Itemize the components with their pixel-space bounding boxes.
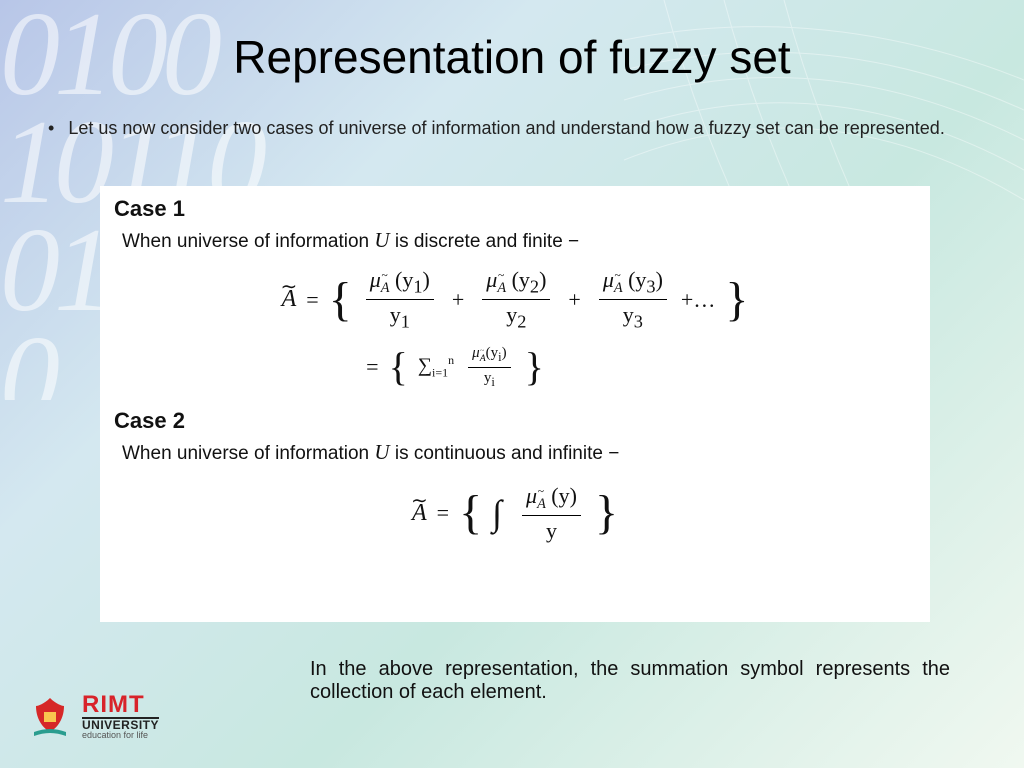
open-brace-2: {: [389, 351, 408, 383]
case1-desc-suffix: is discrete and finite −: [390, 231, 580, 252]
equals-sign: =: [306, 287, 318, 313]
equals-sign-2: =: [366, 354, 378, 380]
plus-2: +: [568, 287, 580, 313]
case2-desc-suffix: is continuous and infinite −: [390, 443, 620, 464]
fuzzy-set-a-tilde: ∼A: [282, 286, 297, 313]
case2-description: When universe of information U is contin…: [122, 440, 916, 465]
term-1: μ~A (y1) y1: [366, 267, 434, 333]
open-brace: {: [329, 281, 352, 319]
open-brace-3: {: [459, 494, 482, 532]
term-2: μ~A (y2) y2: [482, 267, 550, 333]
logo-text: RIMT UNIVERSITY education for life: [82, 693, 159, 740]
logo-subtitle: UNIVERSITY: [82, 717, 159, 731]
equals-sign-3: =: [437, 500, 449, 526]
logo-tagline: education for life: [82, 731, 159, 740]
case1-formula-line1: ∼A = { μ~A (y1) y1 + μ~A (y2) y2 + μ~A (…: [114, 267, 916, 333]
fuzzy-set-a-tilde-2: ∼A: [412, 500, 427, 527]
close-brace: }: [725, 281, 748, 319]
integral-symbol: ∫: [492, 492, 502, 534]
case2-formula: ∼A = { ∫ μ~A (y) y }: [114, 483, 916, 544]
case1-formula-line2: = { ∑i=1n μ~A(yi) yi }: [0, 345, 916, 390]
summation-symbol: ∑i=1n: [418, 353, 454, 381]
case2-variable-u: U: [374, 440, 389, 464]
plus-1: +: [452, 287, 464, 313]
close-brace-2: }: [525, 351, 544, 383]
term-3: μ~A (y3) y3: [599, 267, 667, 333]
integral-fraction: μ~A (y) y: [522, 483, 581, 544]
case1-desc-prefix: When universe of information: [122, 231, 374, 252]
case1-heading: Case 1: [114, 196, 916, 222]
footer-note: In the above representation, the summati…: [310, 658, 950, 704]
university-logo: RIMT UNIVERSITY education for life: [26, 692, 159, 740]
content-box: Case 1 When universe of information U is…: [100, 186, 930, 622]
logo-emblem: [26, 692, 74, 740]
logo-name: RIMT: [82, 693, 159, 717]
trailing-dots: +…: [681, 287, 715, 313]
case2-desc-prefix: When universe of information: [122, 443, 374, 464]
intro-bullet: Let us now consider two cases of univers…: [48, 118, 984, 139]
case1-variable-u: U: [374, 228, 389, 252]
sum-fraction: μ~A(yi) yi: [468, 345, 510, 390]
slide-title: Representation of fuzzy set: [0, 30, 1024, 84]
case2-heading: Case 2: [114, 408, 916, 434]
close-brace-3: }: [595, 494, 618, 532]
case1-description: When universe of information U is discre…: [122, 228, 916, 253]
